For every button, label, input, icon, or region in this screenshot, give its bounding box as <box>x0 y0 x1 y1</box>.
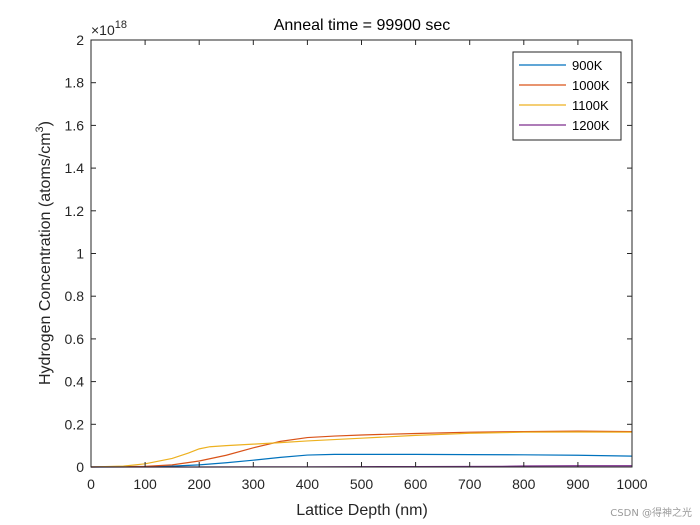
x-tick-label: 1000 <box>616 476 647 492</box>
x-tick-label: 100 <box>133 476 157 492</box>
legend-label-1200k: 1200K <box>572 118 610 133</box>
y-tick-label: 1.6 <box>65 117 85 133</box>
x-tick-label: 300 <box>242 476 266 492</box>
x-axis-label: Lattice Depth (nm) <box>296 502 428 519</box>
y-tick-label: 1.2 <box>65 203 85 219</box>
y-tick-label: 0.8 <box>65 288 85 304</box>
x-tick-label: 600 <box>404 476 428 492</box>
y-tick-label: 0 <box>76 459 84 475</box>
x-tick-label: 400 <box>296 476 320 492</box>
y-tick-label: 0.4 <box>65 374 85 390</box>
y-axis-label: Hydrogen Concentration (atoms/cm3) <box>34 121 54 385</box>
y-axis-label-main: Hydrogen Concentration (atoms/cm <box>37 132 54 385</box>
ticks-layer: 0 100 200 300 400 500 600 700 800 900 1000 0 0.2 0.4 0… <box>65 32 648 492</box>
plot-frame <box>90 39 633 468</box>
chart-title: Anneal time = 99900 sec <box>274 17 451 34</box>
series-line-900k <box>90 453 633 468</box>
legend-label-1000k: 1000K <box>572 78 610 93</box>
y-tick-label: 1.4 <box>65 160 85 176</box>
x-tick-label: 800 <box>512 476 536 492</box>
legend-label-1100k: 1100K <box>572 98 609 113</box>
x-tick-label: 900 <box>566 476 590 492</box>
exponent-base: ×10 <box>91 22 115 38</box>
exponent-power: 18 <box>115 19 127 31</box>
y-tick-label: 1 <box>76 246 84 262</box>
y-tick-label: 1.8 <box>65 75 85 91</box>
y-tick-label: 0.6 <box>65 331 85 347</box>
watermark: CSDN @得神之光 <box>610 508 692 519</box>
legend: 900K 1000K 1100K 1200K <box>512 51 622 141</box>
y-tick-label: 2 <box>76 32 84 48</box>
exponent-label: ×1018 <box>91 19 127 38</box>
x-tick-label: 200 <box>188 476 212 492</box>
series-line-1100k <box>90 431 633 468</box>
series-line-1000k <box>90 430 633 468</box>
y-axis-label-superscript: 3 <box>34 126 46 132</box>
y-axis-label-close: ) <box>37 121 54 126</box>
y-tick-label: 0.2 <box>65 416 85 432</box>
x-tick-label: 700 <box>458 476 482 492</box>
x-tick-label: 500 <box>350 476 374 492</box>
x-tick-label: 0 <box>87 476 95 492</box>
legend-label-900k: 900K <box>572 58 603 73</box>
